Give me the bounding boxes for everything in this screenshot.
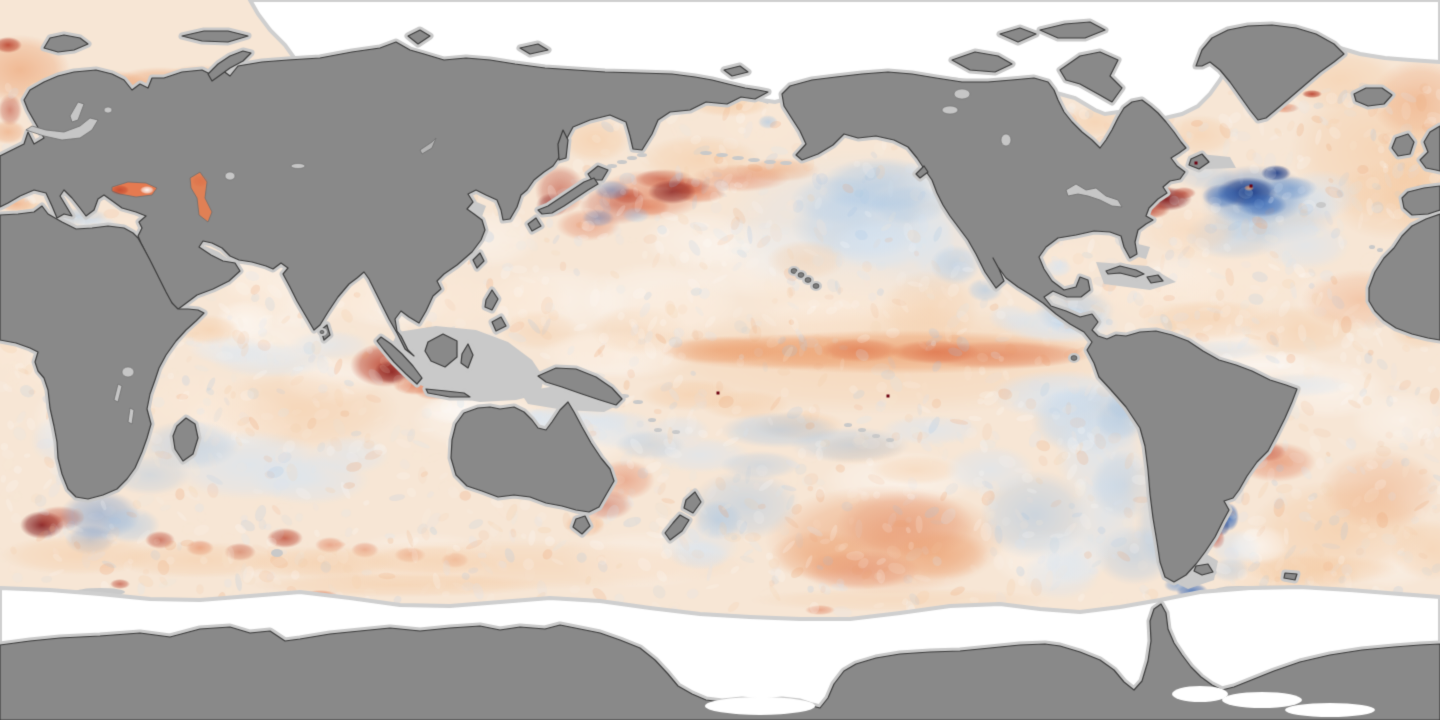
sst-anomaly-map-frame xyxy=(0,0,1440,720)
sst-anomaly-world-map xyxy=(0,0,1440,720)
